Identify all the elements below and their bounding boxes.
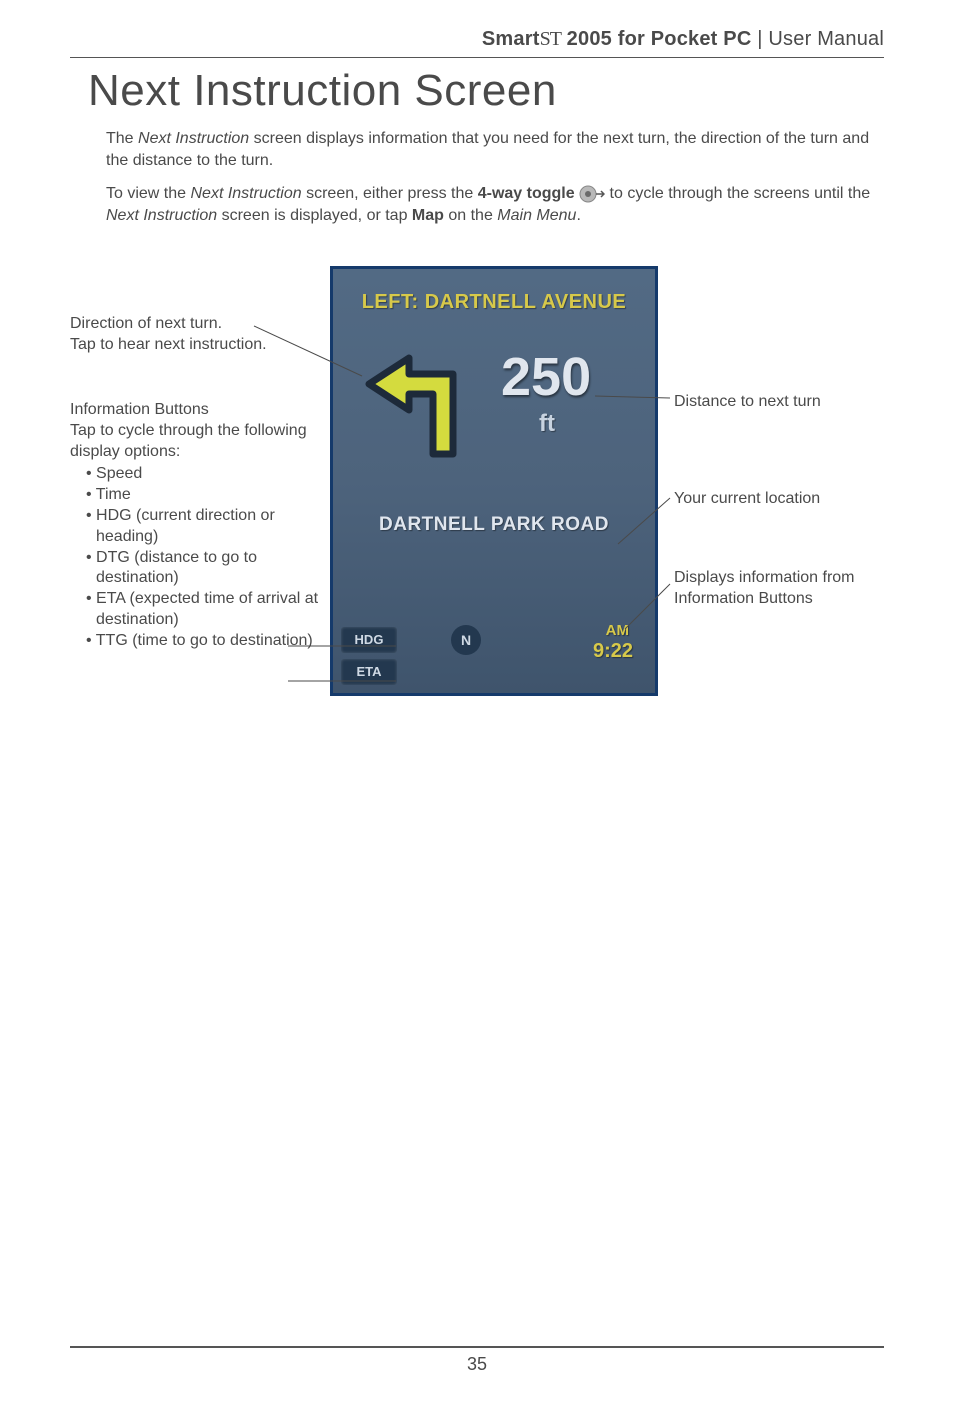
- ann-disp-l2: Information Buttons: [674, 589, 914, 610]
- annotation-displays-info: Displays information from Information Bu…: [674, 568, 914, 610]
- header-divider: |: [751, 28, 768, 50]
- annotation-distance: Distance to next turn: [674, 392, 914, 413]
- distance-unit: ft: [539, 410, 555, 438]
- heading-n-bubble: N: [451, 625, 481, 655]
- current-road: DARTNELL PARK ROAD: [333, 514, 655, 536]
- brand-st: ST: [540, 28, 561, 50]
- info-options-list: Speed Time HDG (current direction or hea…: [86, 464, 322, 651]
- p2-c: to cycle through the screens until the: [610, 185, 871, 202]
- ann-disp-l1: Displays information from: [674, 568, 914, 589]
- opt-eta: ETA (expected time of arrival at destina…: [96, 589, 322, 631]
- am-label: AM: [606, 622, 629, 639]
- turn-row: 250 ft: [333, 352, 655, 462]
- diagram-area: Direction of next turn. Tap to hear next…: [70, 266, 884, 736]
- brand-bold: Smart: [482, 28, 540, 50]
- brand-rest: 2005 for Pocket PC: [561, 28, 752, 50]
- time-label: 9:22: [593, 640, 633, 663]
- p2-e: on the: [444, 207, 497, 224]
- right-annotations: Distance to next turn Your current locat…: [674, 392, 914, 609]
- p2-a: To view the: [106, 185, 190, 202]
- p1-a: The: [106, 130, 138, 147]
- section-title: Next Instruction Screen: [88, 66, 884, 116]
- device-screenshot: LEFT: DARTNELL AVENUE 250 ft DARTNELL PA…: [330, 266, 658, 696]
- p1-i1: Next Instruction: [138, 130, 249, 147]
- page-footer: 35: [70, 1346, 884, 1375]
- page-header: SmartST 2005 for Pocket PC | User Manual: [70, 28, 884, 58]
- opt-dtg: DTG (distance to go to destination): [96, 548, 322, 590]
- header-subtitle: User Manual: [768, 28, 884, 50]
- ann-info-l2: Tap to cycle through the following displ…: [70, 421, 322, 463]
- ann-dir-l2: Tap to hear next instruction.: [70, 335, 322, 356]
- opt-ttg: TTG (time to go to destination): [96, 631, 322, 652]
- annotation-direction: Direction of next turn. Tap to hear next…: [70, 314, 322, 356]
- ann-dir-l1: Direction of next turn.: [70, 314, 322, 335]
- p2-bold1: 4-way toggle: [478, 185, 575, 202]
- toggle-icon: [579, 185, 605, 203]
- annotation-info-buttons: Information Buttons Tap to cycle through…: [70, 400, 322, 652]
- info-row: HDG ETA N AM 9:22: [333, 613, 655, 693]
- p2-bold2: Map: [412, 207, 444, 224]
- p2-i2: Next Instruction: [106, 207, 217, 224]
- paragraph-1: The Next Instruction screen displays inf…: [106, 128, 884, 171]
- opt-hdg: HDG (current direction or heading): [96, 506, 322, 548]
- p2-f: .: [576, 207, 580, 224]
- ann-info-l1: Information Buttons: [70, 400, 322, 421]
- left-annotations: Direction of next turn. Tap to hear next…: [70, 314, 322, 651]
- turn-arrow-icon[interactable]: [355, 346, 475, 466]
- distance-value: 250: [501, 346, 591, 408]
- annotation-location: Your current location: [674, 489, 914, 510]
- opt-time: Time: [96, 485, 322, 506]
- eta-button[interactable]: ETA: [341, 659, 397, 685]
- paragraph-2: To view the Next Instruction screen, eit…: [106, 183, 884, 226]
- p2-b: screen, either press the: [302, 185, 478, 202]
- hdg-button[interactable]: HDG: [341, 627, 397, 653]
- p2-i1: Next Instruction: [190, 185, 301, 202]
- p2-d: screen is displayed, or tap: [217, 207, 412, 224]
- page-number: 35: [467, 1354, 487, 1374]
- p2-i3: Main Menu: [497, 207, 576, 224]
- next-turn-banner[interactable]: LEFT: DARTNELL AVENUE: [333, 269, 655, 314]
- opt-speed: Speed: [96, 464, 322, 485]
